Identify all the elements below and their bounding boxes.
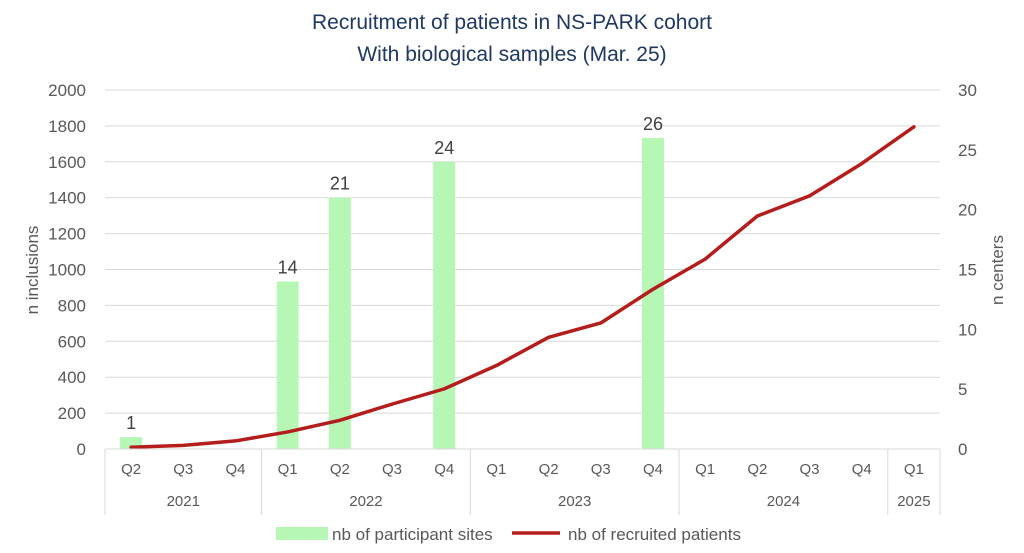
y-left-tick-label: 2000	[48, 81, 86, 100]
x-tick-label: Q3	[173, 461, 193, 478]
y-left-tick-label: 1000	[48, 261, 86, 280]
chart-subtitle: With biological samples (Mar. 25)	[357, 43, 666, 66]
y-axis-left-label: n inclusions	[23, 226, 42, 315]
x-tick-label: Q4	[434, 461, 454, 478]
x-tick-label: Q4	[852, 461, 872, 478]
legend-swatch-sites	[276, 527, 328, 540]
bar-data-label: 24	[434, 138, 454, 158]
bar	[433, 161, 456, 450]
bar	[641, 137, 664, 449]
y-right-tick-label: 0	[958, 440, 967, 459]
y-left-tick-label: 800	[58, 296, 86, 315]
x-year-label: 2024	[767, 493, 800, 510]
x-tick-label: Q3	[382, 461, 402, 478]
x-year-label: 2022	[349, 493, 382, 510]
bar-data-label: 14	[278, 257, 298, 277]
x-tick-label: Q2	[747, 461, 767, 478]
y-right-tick-label: 20	[958, 201, 977, 220]
x-tick-label: Q1	[904, 461, 924, 478]
x-tick-label: Q2	[539, 461, 559, 478]
y-left-tick-label: 200	[58, 404, 86, 423]
y-right-tick-label: 10	[958, 320, 977, 339]
x-tick-label: Q4	[225, 461, 245, 478]
chart-title: Recruitment of patients in NS-PARK cohor…	[312, 11, 712, 34]
legend-label-patients: nb of recruited patients	[568, 525, 741, 544]
bar	[120, 437, 143, 449]
x-year-label: 2025	[897, 493, 930, 510]
y-right-tick-label: 30	[958, 81, 977, 100]
line-recruited-patients	[129, 125, 916, 449]
y-left-tick-label: 600	[58, 332, 86, 351]
x-year-label: 2023	[558, 493, 591, 510]
y-axis-right-label: n centers	[988, 235, 1007, 305]
y-right-tick-label: 15	[958, 261, 977, 280]
x-tick-label: Q4	[643, 461, 663, 478]
x-tick-label: Q1	[695, 461, 715, 478]
x-tick-label: Q3	[800, 461, 820, 478]
x-tick-label: Q2	[330, 461, 350, 478]
y-left-tick-label: 1600	[48, 153, 86, 172]
x-tick-label: Q2	[121, 461, 141, 478]
bar-data-label: 1	[126, 413, 136, 433]
x-tick-label: Q3	[591, 461, 611, 478]
x-tick-label: Q1	[486, 461, 506, 478]
y-right-tick-label: 5	[958, 380, 967, 399]
bar	[328, 197, 351, 449]
x-year-label: 2021	[167, 493, 200, 510]
y-left-tick-label: 0	[77, 440, 86, 459]
x-tick-label: Q1	[278, 461, 298, 478]
y-left-tick-label: 1400	[48, 189, 86, 208]
y-left-tick-label: 1800	[48, 117, 86, 136]
y-left-tick-label: 1200	[48, 225, 86, 244]
bar-data-label: 21	[330, 174, 350, 194]
bar	[276, 281, 299, 449]
y-left-tick-label: 400	[58, 368, 86, 387]
bar-data-label: 26	[643, 114, 663, 134]
legend-label-sites: nb of participant sites	[332, 525, 493, 544]
y-right-tick-label: 25	[958, 141, 977, 160]
